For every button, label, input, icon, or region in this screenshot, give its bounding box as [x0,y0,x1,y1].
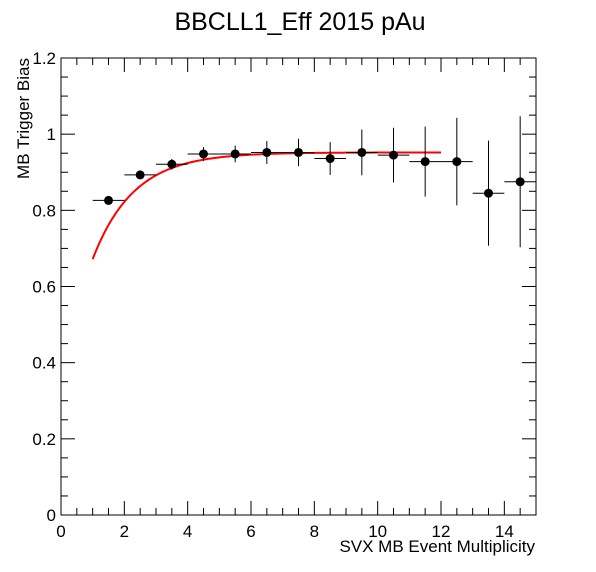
fit-curve [91,151,441,260]
y-tick-label: 0.2 [32,430,56,449]
point-marker [294,147,303,157]
y-axis-label: MB Trigger Bias [14,58,33,179]
point-marker [452,157,462,167]
point-marker [484,188,493,198]
data-point [124,170,156,180]
data-point [441,117,473,206]
x-axis-label: SVX MB Event Multiplicity [339,537,535,556]
plot-frame [60,57,537,516]
axis-ticks [60,57,537,516]
chart-title: BBCLL1_Eff 2015 pAu [174,8,425,36]
data-point [504,116,536,248]
y-tick-label: 1 [47,125,56,144]
x-axis-tick-labels: 0 2 4 6 8 10 12 14 [56,522,514,541]
point-marker [389,150,398,160]
data-point [409,126,441,197]
point-marker [135,170,145,180]
x-tick-label: 10 [368,522,387,541]
x-tick-label: 0 [56,522,65,541]
point-marker [104,195,113,205]
x-tick-label: 2 [120,522,129,541]
x-tick-label: 6 [246,522,255,541]
point-marker [325,154,335,164]
point-marker [357,147,367,157]
y-tick-label: 0.8 [32,201,56,220]
point-marker [420,157,430,167]
data-point [472,140,505,246]
y-tick-label: 0.4 [32,354,56,373]
data-point [219,145,251,163]
x-tick-label: 8 [310,522,319,541]
data-point [314,142,346,175]
x-tick-label: 12 [432,522,451,541]
point-marker [167,159,177,169]
x-tick-label: 14 [495,522,514,541]
x-tick-label: 4 [183,522,192,541]
data-point [282,138,315,167]
data-point [92,195,125,205]
data-point [346,129,378,176]
data-points [92,116,536,248]
point-marker [262,147,272,157]
data-point [377,127,410,183]
y-tick-label: 0 [47,506,56,525]
y-tick-label: 1.2 [32,49,56,68]
data-point [251,141,283,164]
y-tick-label: 0.6 [32,278,56,297]
y-axis-tick-labels: 0 0.2 0.4 0.6 0.8 1 1.2 [32,49,56,525]
point-marker [199,149,208,159]
data-point [187,147,220,161]
data-point [156,158,188,170]
point-marker [230,149,240,159]
point-marker [515,177,525,187]
